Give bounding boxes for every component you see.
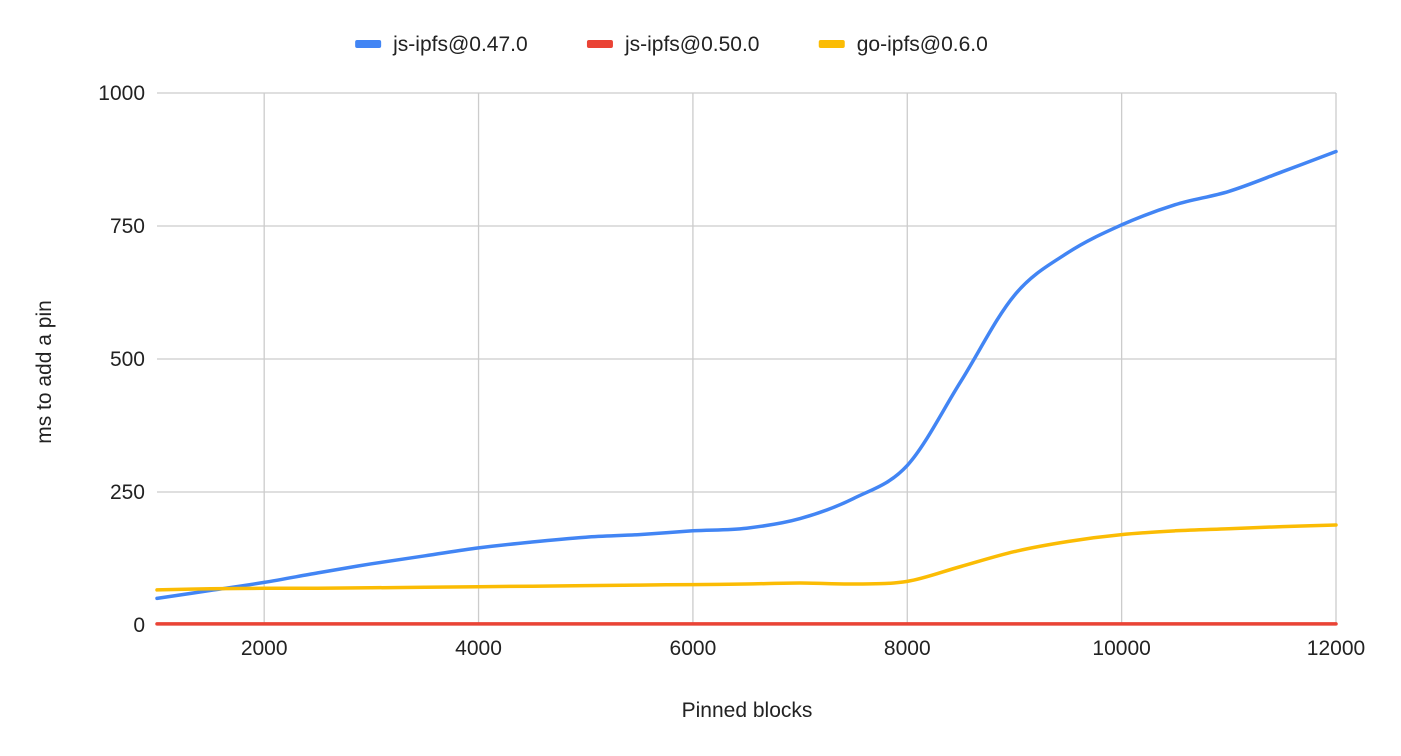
legend-item-js-ipfs-0-50-0: js-ipfs@0.50.0	[586, 33, 760, 56]
legend-label: go-ipfs@0.6.0	[857, 33, 988, 56]
legend-swatch	[818, 40, 845, 48]
x-tick-label: 12000	[1307, 637, 1365, 660]
legend-item-go-ipfs-0-6-0: go-ipfs@0.6.0	[818, 33, 988, 56]
y-axis-title: ms to add a pin	[33, 300, 56, 444]
x-tick-label: 8000	[884, 637, 931, 660]
legend-label: js-ipfs@0.47.0	[392, 33, 528, 56]
grid	[157, 92, 1337, 626]
series-layer	[155, 149, 1338, 626]
y-axis-ticks: 0 250 500 750 1000	[98, 82, 145, 637]
x-tick-label: 10000	[1092, 637, 1150, 660]
legend-label: js-ipfs@0.50.0	[624, 33, 760, 56]
y-tick-label: 500	[110, 348, 145, 371]
legend-item-js-ipfs-0-47-0: js-ipfs@0.47.0	[355, 33, 528, 56]
series-line-js-ipfs-0-47-0	[155, 149, 1338, 601]
legend-swatch	[355, 40, 382, 48]
y-tick-label: 1000	[98, 82, 145, 105]
series-line-go-ipfs-0-6-0	[155, 523, 1338, 592]
y-tick-label: 250	[110, 481, 145, 504]
legend: js-ipfs@0.47.0 js-ipfs@0.50.0 go-ipfs@0.6.…	[355, 33, 988, 56]
x-axis-ticks: 2000 4000 6000 8000 10000 12000	[241, 637, 1365, 660]
y-tick-label: 750	[110, 215, 145, 238]
x-tick-label: 2000	[241, 637, 288, 660]
x-axis-title: Pinned blocks	[682, 699, 813, 722]
legend-swatch	[586, 40, 613, 48]
y-tick-label: 0	[133, 614, 145, 637]
x-tick-label: 4000	[455, 637, 502, 660]
x-tick-label: 6000	[670, 637, 717, 660]
